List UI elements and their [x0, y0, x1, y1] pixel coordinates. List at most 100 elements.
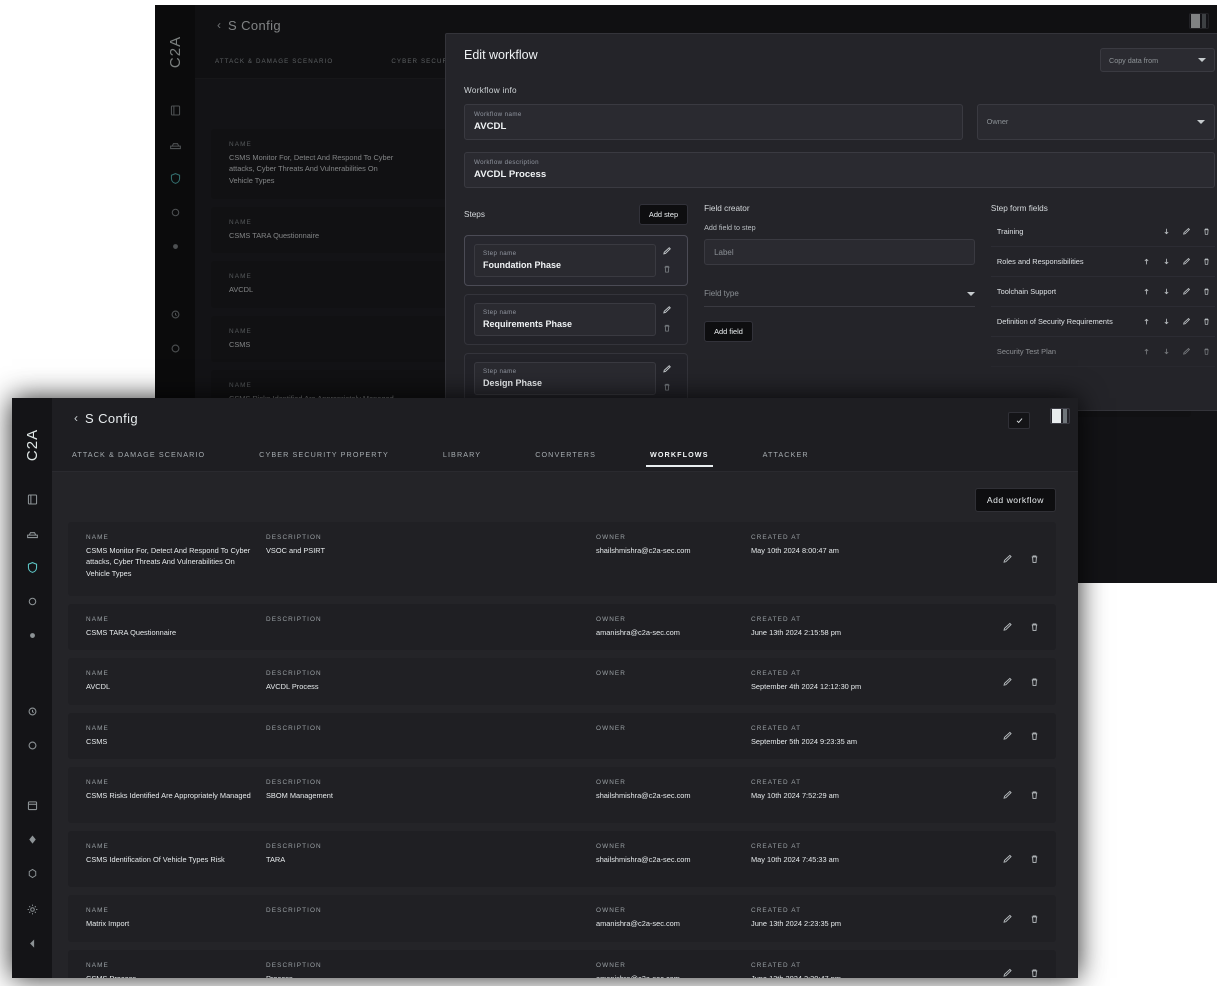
- delete-icon[interactable]: [1029, 554, 1040, 565]
- table-row[interactable]: NAME CSMS Monitor For, Detect And Respon…: [68, 522, 1056, 596]
- sidebar-item-clock[interactable]: [12, 694, 52, 728]
- table-row[interactable]: NAME CSMS DESCRIPTION OWNER CREATED AT S…: [68, 712, 1056, 760]
- tab-cyber-security-property[interactable]: CYBER SECURITY PROPERTY: [259, 450, 389, 459]
- move-down-icon[interactable]: [1162, 347, 1171, 356]
- workflow-name-field[interactable]: Workflow name AVCDL: [464, 104, 963, 140]
- edit-icon[interactable]: [1002, 854, 1013, 865]
- sidebar-item-clock[interactable]: [155, 297, 195, 331]
- sidebar-item-vehicle[interactable]: [12, 516, 52, 550]
- delete-icon[interactable]: [1029, 968, 1040, 978]
- field-label-input[interactable]: Label: [704, 239, 975, 265]
- add-workflow-button[interactable]: Add workflow: [974, 488, 1056, 512]
- sidebar-item-gauge[interactable]: [12, 728, 52, 762]
- delete-icon[interactable]: [1029, 913, 1040, 924]
- edit-icon[interactable]: [1002, 622, 1013, 633]
- table-row[interactable]: NAME CSMS Process DESCRIPTION Process OW…: [68, 949, 1056, 978]
- back-icon[interactable]: ‹: [74, 411, 78, 425]
- sidebar-item-dashboard[interactable]: [155, 93, 195, 127]
- edit-icon[interactable]: [1002, 554, 1013, 565]
- step-form-field-row[interactable]: Toolchain Support: [990, 277, 1215, 307]
- sidebar-item-hex[interactable]: [12, 856, 52, 890]
- sidebar-item-target[interactable]: [12, 618, 52, 652]
- gallery-badge[interactable]: [1050, 408, 1070, 424]
- delete-icon[interactable]: [1029, 622, 1040, 633]
- move-up-icon[interactable]: [1142, 347, 1151, 356]
- delete-icon[interactable]: [1202, 227, 1211, 236]
- step-form-field-row[interactable]: Roles and Responsibilities: [990, 247, 1215, 277]
- edit-icon[interactable]: [662, 305, 672, 315]
- tab-attack-damage-scenario[interactable]: ATTACK & DAMAGE SCENARIO: [72, 450, 206, 459]
- edit-icon[interactable]: [1182, 227, 1191, 236]
- move-down-icon[interactable]: [1162, 287, 1171, 296]
- edit-icon[interactable]: [1002, 676, 1013, 687]
- sidebar-item-security[interactable]: [155, 161, 195, 195]
- tab-workflows[interactable]: WORKFLOWS: [646, 438, 713, 472]
- delete-icon[interactable]: [1029, 854, 1040, 865]
- sidebar-item-gauge[interactable]: [155, 331, 195, 365]
- tab-library[interactable]: LIBRARY: [442, 450, 482, 459]
- confirm-button[interactable]: [1008, 412, 1030, 429]
- delete-icon[interactable]: [1029, 790, 1040, 801]
- edit-icon[interactable]: [1182, 347, 1191, 356]
- table-row[interactable]: NAME CSMS TARA Questionnaire DESCRIPTION…: [68, 604, 1056, 651]
- move-down-icon[interactable]: [1162, 227, 1171, 236]
- table-row[interactable]: NAME AVCDL DESCRIPTION AVCDL Process OWN…: [68, 658, 1056, 705]
- sidebar-item-diamond[interactable]: [12, 822, 52, 856]
- delete-icon[interactable]: [662, 323, 672, 333]
- workflow-description-field[interactable]: Workflow description AVCDL Process: [464, 152, 1215, 188]
- move-up-icon[interactable]: [1142, 257, 1151, 266]
- sidebar-item-collapse[interactable]: [12, 926, 52, 960]
- sidebar-item-target[interactable]: [155, 229, 195, 263]
- edit-icon[interactable]: [662, 364, 672, 374]
- add-step-button[interactable]: Add step: [638, 204, 689, 225]
- back-icon[interactable]: ‹: [217, 18, 221, 32]
- step-name-field[interactable]: Step name Requirements Phase: [474, 303, 657, 336]
- delete-icon[interactable]: [1202, 317, 1211, 326]
- delete-icon[interactable]: [1029, 676, 1040, 687]
- move-down-icon[interactable]: [1162, 317, 1171, 326]
- gallery-badge[interactable]: [1189, 13, 1209, 29]
- move-up-icon[interactable]: [1142, 287, 1151, 296]
- edit-icon[interactable]: [1002, 913, 1013, 924]
- step-card[interactable]: Step name Requirements Phase: [464, 294, 689, 345]
- add-field-button[interactable]: Add field: [704, 321, 753, 342]
- table-row[interactable]: NAME Matrix Import DESCRIPTION OWNER ama…: [68, 895, 1056, 942]
- delete-icon[interactable]: [1202, 347, 1211, 356]
- owner-select[interactable]: Owner: [976, 104, 1215, 140]
- sidebar-item-calendar[interactable]: [12, 788, 52, 822]
- step-form-field-row[interactable]: Training: [990, 217, 1215, 247]
- copy-data-from-select[interactable]: Copy data from: [1100, 48, 1215, 72]
- tab-attack-damage-scenario[interactable]: ATTACK & DAMAGE SCENARIO: [215, 58, 334, 65]
- step-form-field-row[interactable]: Security Test Plan: [990, 337, 1215, 367]
- step-form-field-row[interactable]: Definition of Security Requirements: [990, 307, 1215, 337]
- delete-icon[interactable]: [662, 264, 672, 274]
- field-type-select[interactable]: Field type: [704, 281, 975, 307]
- edit-icon[interactable]: [1002, 731, 1013, 742]
- sidebar-item-settings[interactable]: [12, 892, 52, 926]
- sidebar-item-circle[interactable]: [155, 195, 195, 229]
- sidebar-item-vehicle[interactable]: [155, 127, 195, 161]
- sidebar-item-circle[interactable]: [12, 584, 52, 618]
- edit-icon[interactable]: [1182, 317, 1191, 326]
- delete-icon[interactable]: [1202, 287, 1211, 296]
- edit-icon[interactable]: [662, 246, 672, 256]
- delete-icon[interactable]: [1029, 731, 1040, 742]
- step-name-field[interactable]: Step name Foundation Phase: [474, 244, 657, 277]
- move-up-icon[interactable]: [1142, 317, 1151, 326]
- delete-icon[interactable]: [662, 382, 672, 392]
- tab-converters[interactable]: CONVERTERS: [535, 450, 596, 459]
- edit-icon[interactable]: [1182, 287, 1191, 296]
- sidebar-item-security[interactable]: [12, 550, 52, 584]
- edit-icon[interactable]: [1182, 257, 1191, 266]
- step-card[interactable]: Step name Foundation Phase: [464, 235, 689, 286]
- delete-icon[interactable]: [1202, 257, 1211, 266]
- step-card[interactable]: Step name Design Phase: [464, 353, 689, 404]
- table-row[interactable]: NAME CSMS Risks Identified Are Appropria…: [68, 767, 1056, 824]
- step-name-field[interactable]: Step name Design Phase: [474, 362, 657, 395]
- move-down-icon[interactable]: [1162, 257, 1171, 266]
- tab-attacker[interactable]: ATTACKER: [762, 450, 809, 459]
- edit-icon[interactable]: [1002, 968, 1013, 978]
- table-row[interactable]: NAME CSMS Identification Of Vehicle Type…: [68, 831, 1056, 888]
- sidebar-item-dashboard[interactable]: [12, 482, 52, 516]
- edit-icon[interactable]: [1002, 790, 1013, 801]
